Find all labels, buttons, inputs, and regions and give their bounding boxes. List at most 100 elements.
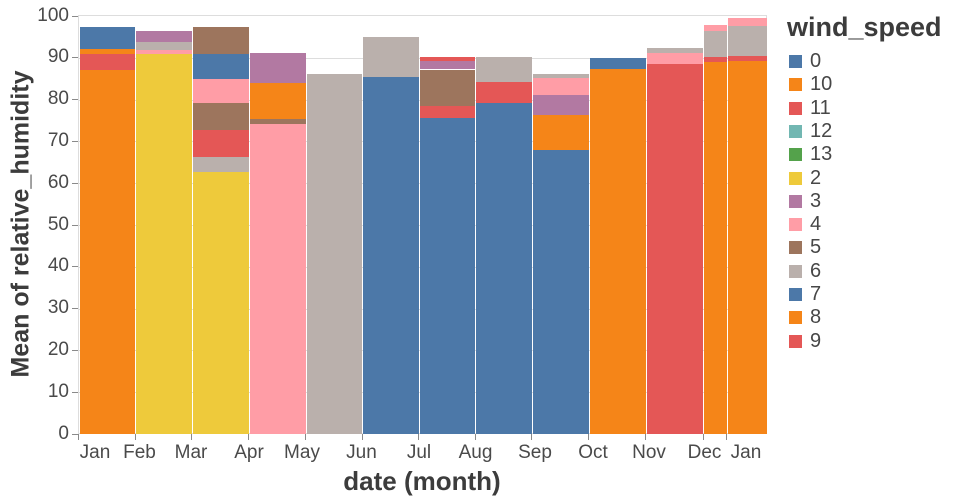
legend-title: wind_speed: [787, 12, 942, 42]
bar-segment: [136, 50, 192, 54]
legend-label: 10: [810, 73, 833, 96]
y-tick-label: 20: [47, 338, 69, 360]
legend-swatch: [789, 264, 802, 278]
x-tick-mark: [361, 434, 363, 440]
bar-segment: [704, 56, 727, 62]
bar-segment: [589, 69, 646, 434]
legend-item: 6: [789, 260, 821, 283]
bar-segment: [532, 115, 589, 150]
legend-item: 11: [789, 97, 831, 120]
bar-segment: [704, 61, 727, 434]
legend-label: 13: [810, 143, 833, 166]
y-tick-label: 40: [47, 255, 69, 277]
bar-segment: [532, 73, 589, 78]
bar-segment: [192, 130, 249, 157]
legend-item: 10: [789, 73, 832, 96]
y-tick-label: 100: [37, 4, 69, 26]
bar-segment: [136, 41, 192, 51]
legend-label: 9: [810, 329, 822, 352]
bar-segment: [249, 82, 306, 119]
legend-item: 2: [789, 167, 821, 190]
bar-segment: [249, 118, 306, 124]
x-tick-label: Oct: [578, 441, 608, 463]
legend-swatch: [789, 288, 802, 301]
bar-segment: [306, 73, 362, 434]
bar-segment: [79, 54, 135, 70]
legend-item: 4: [789, 213, 821, 236]
legend-swatch: [789, 101, 802, 115]
x-tick-mark: [134, 434, 136, 440]
x-tick-label: Sep: [518, 441, 552, 463]
x-tick-label: Jun: [346, 441, 377, 463]
y-tick-label: 0: [58, 422, 69, 444]
legend-item: 9: [789, 330, 821, 353]
y-tick-mark: [72, 140, 78, 142]
x-tick-label: Jan: [730, 441, 762, 463]
bar-segment: [532, 149, 589, 434]
x-tick-mark: [726, 434, 727, 440]
y-tick-label: 80: [47, 88, 69, 110]
bar-segment: [704, 24, 727, 32]
bar-segment: [646, 52, 703, 64]
legend-swatch: [789, 218, 802, 232]
legend-item: 13: [789, 143, 832, 166]
bar-segment: [249, 123, 306, 434]
bar-segment: [79, 49, 135, 55]
x-tick-label: Feb: [123, 441, 156, 463]
y-tick-label: 10: [47, 380, 69, 402]
legend-swatch: [789, 241, 802, 255]
y-tick-mark: [72, 349, 78, 351]
bar-segment: [419, 69, 475, 107]
x-tick-mark: [78, 434, 79, 440]
legend-item: 0: [789, 50, 821, 73]
legend-label: 7: [810, 283, 822, 305]
legend-item: 3: [789, 190, 821, 213]
y-tick-mark: [72, 15, 78, 17]
bar-segment: [79, 69, 135, 434]
x-tick-mark: [702, 434, 704, 440]
bar-segment: [419, 117, 475, 434]
x-tick-mark: [305, 434, 306, 440]
x-tick-label: Aug: [458, 441, 493, 463]
y-tick-mark: [72, 99, 78, 101]
bar-segment: [476, 81, 532, 104]
bar-segment: [136, 31, 192, 42]
bar-segment: [532, 95, 589, 116]
bar-segment: [79, 26, 135, 49]
x-axis-title: date (month): [343, 466, 501, 496]
y-tick-mark: [72, 391, 78, 393]
bar-segment: [363, 77, 419, 434]
y-tick-label: 30: [47, 297, 69, 319]
bar-segment: [476, 56, 532, 82]
bar-segment: [419, 60, 475, 70]
y-tick-mark: [72, 433, 78, 435]
bar-segment: [419, 106, 475, 118]
legend-label: 3: [810, 189, 822, 212]
bar-segment: [419, 56, 475, 61]
x-tick-mark: [418, 434, 419, 440]
y-tick-mark: [72, 224, 78, 226]
bar-segment: [192, 78, 249, 103]
bar-segment: [192, 102, 249, 131]
legend-swatch: [789, 55, 802, 68]
legend-swatch: [789, 148, 802, 162]
y-tick-mark: [72, 308, 78, 310]
y-tick-label: 60: [47, 171, 69, 193]
legend-label: 6: [810, 259, 822, 282]
x-tick-label: Dec: [687, 441, 722, 463]
x-tick-mark: [191, 434, 192, 440]
bar-segment: [192, 27, 249, 54]
bar-segment: [646, 63, 703, 434]
bar-segment: [136, 53, 192, 434]
legend-label: 8: [810, 306, 822, 329]
legend-item: 12: [789, 120, 832, 143]
x-tick-mark: [531, 434, 532, 440]
bar-segment: [192, 172, 249, 434]
x-tick-label: Nov: [632, 441, 666, 463]
bar-segment: [476, 103, 532, 434]
bar-segment: [727, 25, 767, 56]
legend-swatch: [789, 124, 802, 138]
plot-area: [78, 15, 767, 434]
legend-label: 12: [810, 119, 833, 142]
